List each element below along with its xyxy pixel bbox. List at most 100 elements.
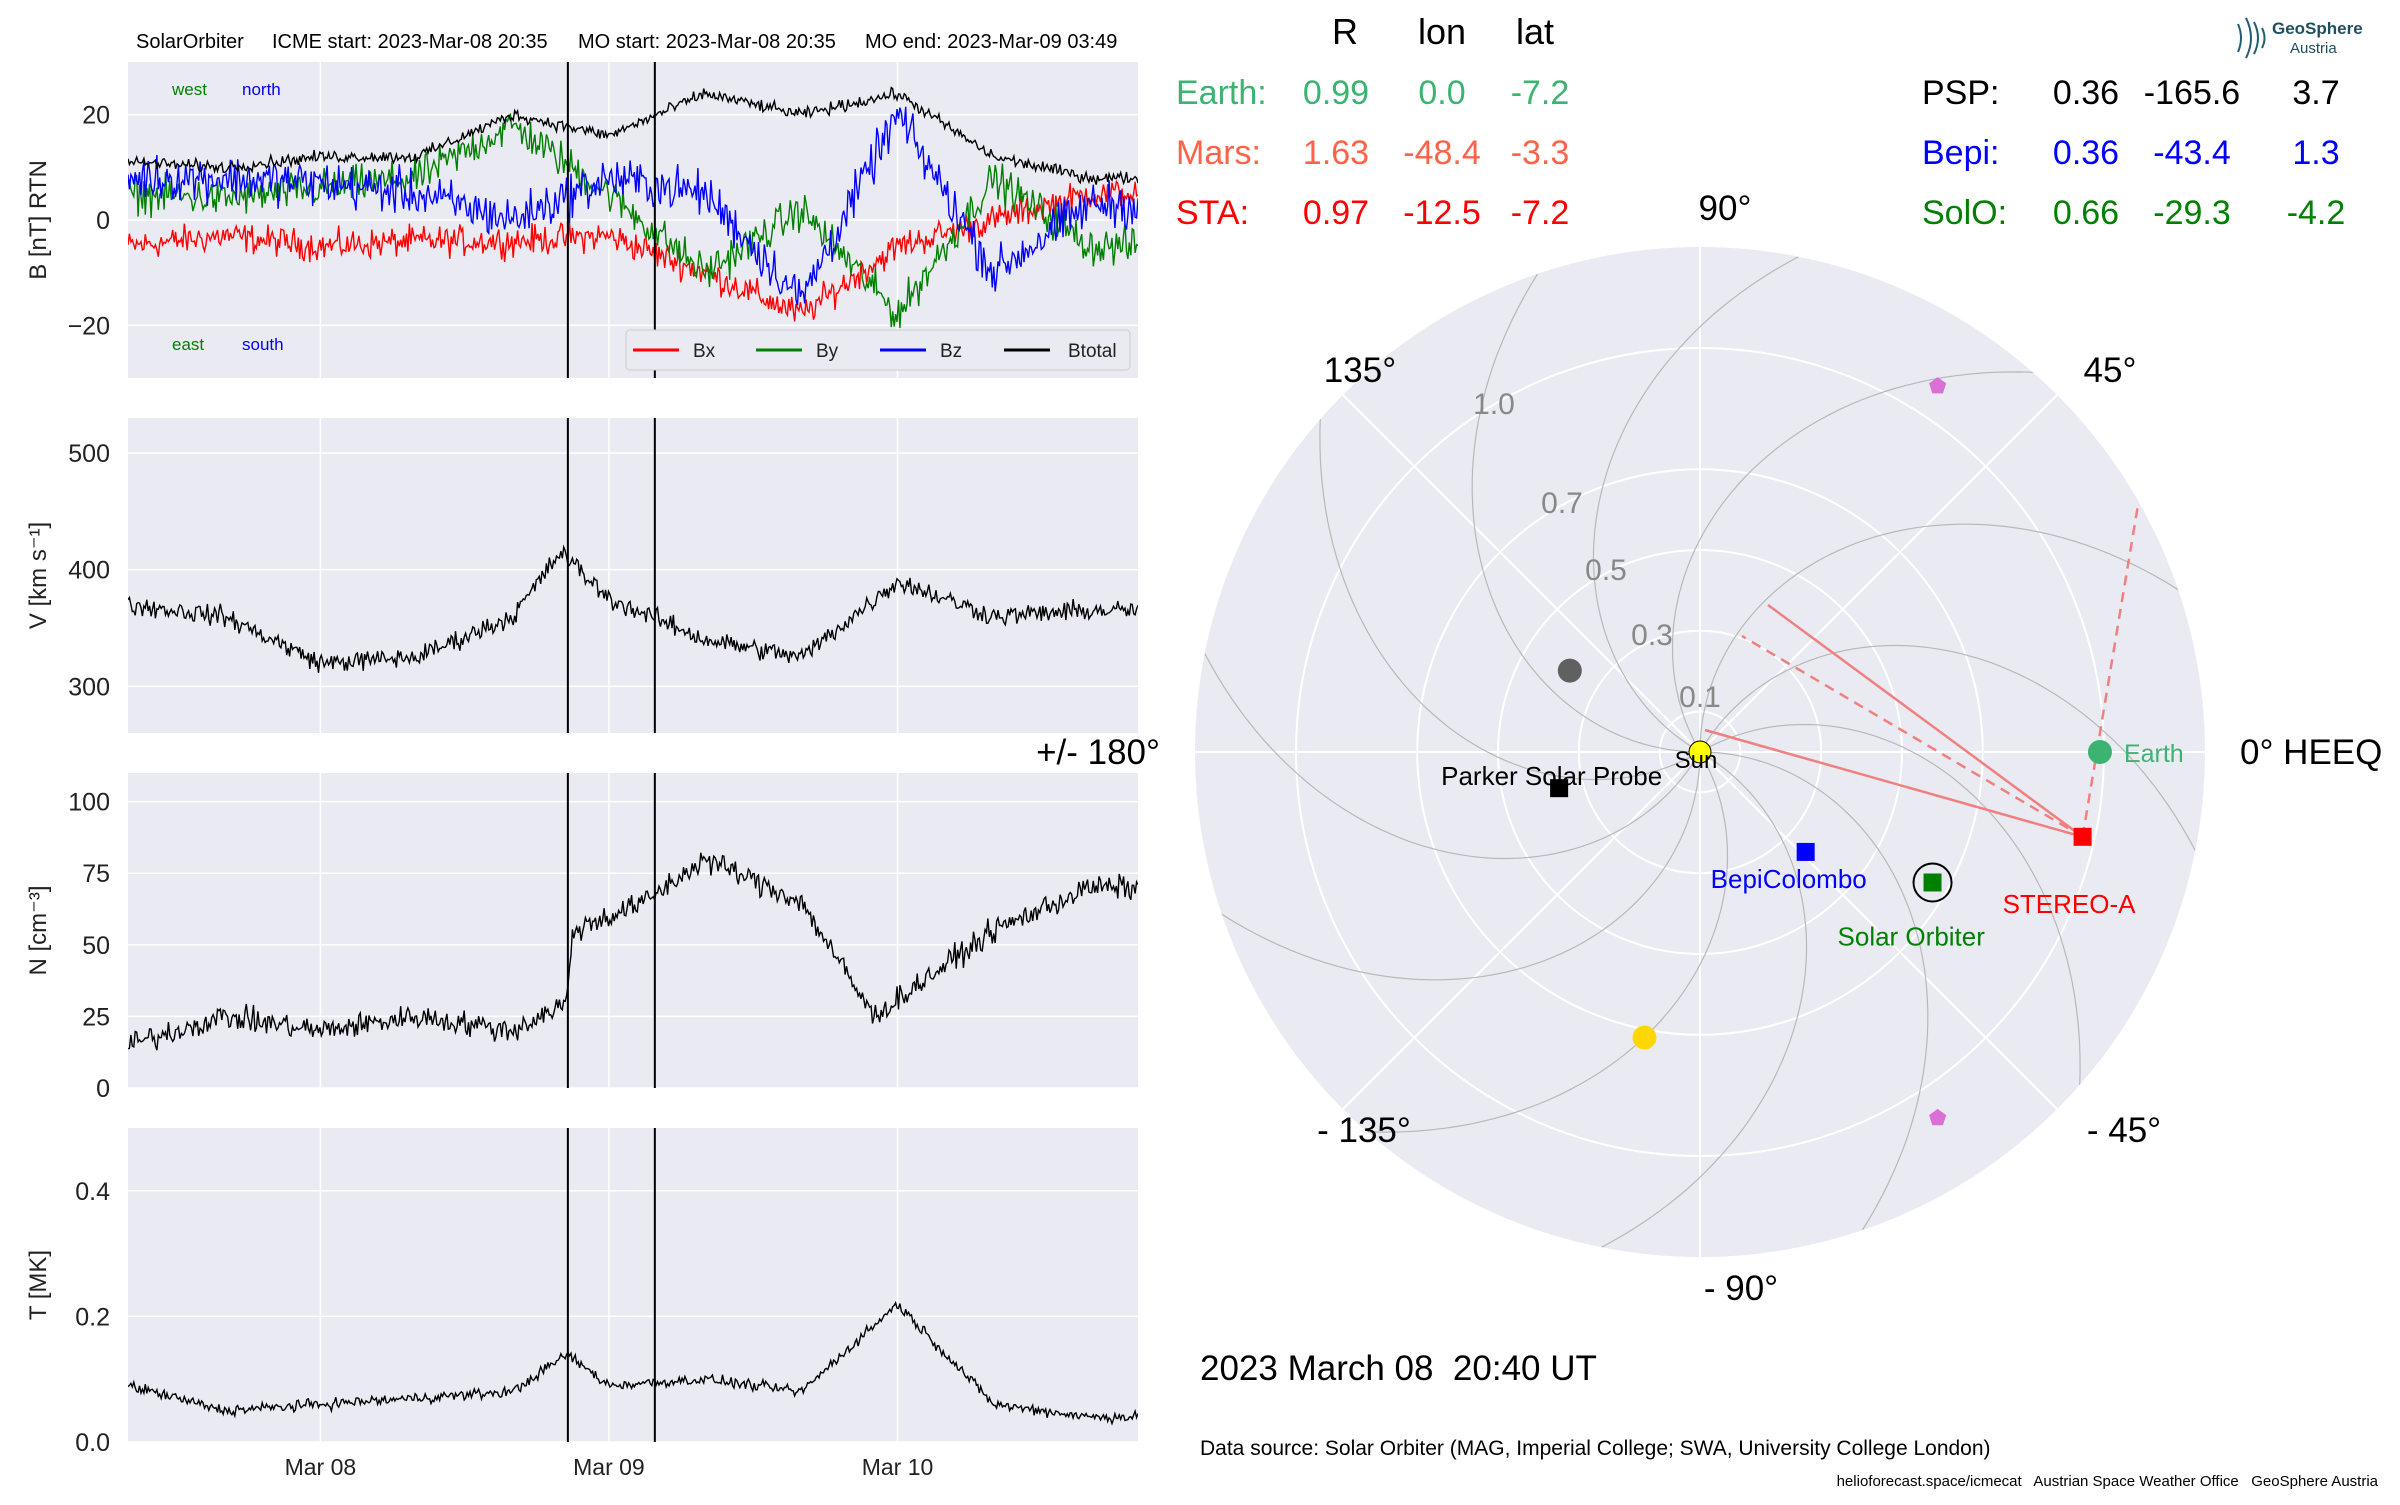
plot-datetime: 2023 March 08 20:40 UT xyxy=(1200,1349,1597,1388)
geosphere-logo: GeoSphere Austria xyxy=(2237,17,2363,59)
series-group xyxy=(128,852,1138,1051)
r-tick-label: 0.7 xyxy=(1541,487,1583,520)
sta-line xyxy=(1767,603,2084,838)
panel-background xyxy=(128,773,1138,1088)
body-label: STEREO-A xyxy=(2003,889,2137,919)
spiral-line xyxy=(1671,371,2034,753)
spiral-line xyxy=(1699,523,2179,753)
r-tick-label: 1.0 xyxy=(1473,388,1515,421)
legend-label: Bx xyxy=(693,341,716,362)
theta-tick-label: 45° xyxy=(2084,351,2137,390)
spiral-line xyxy=(1471,273,1701,753)
series-group xyxy=(128,86,1138,329)
y-tick-label: 75 xyxy=(82,860,110,888)
y-axis-label: N [cm⁻³] xyxy=(25,886,52,976)
table-cell-r: 0.36 xyxy=(2053,74,2119,112)
y-axis-label: B [nT] RTN xyxy=(25,160,52,280)
body-label: BepiColombo xyxy=(1711,864,1867,894)
annotation-north: north xyxy=(242,80,281,99)
x-tick-label: Mar 10 xyxy=(862,1454,934,1480)
body-label: Sun xyxy=(1675,747,1718,774)
series-line-value xyxy=(128,544,1138,673)
spiral-line xyxy=(1221,751,1701,981)
y-tick-label: 50 xyxy=(82,932,110,960)
panel-1: 20 0 −20 B [nT] RTN west north east south Bx By Bz… xyxy=(25,62,1138,378)
table-col-header: R xyxy=(1332,11,1358,52)
table-cell-r: 0.36 xyxy=(2053,134,2119,172)
theta-tick-label: - 135° xyxy=(1317,1111,1411,1150)
header-icme-start: ICME start: 2023-Mar-08 20:35 xyxy=(272,31,548,53)
spiral-line xyxy=(1699,644,2196,851)
table-cell-lat: 3.7 xyxy=(2292,74,2339,112)
spiral-line xyxy=(1204,653,1701,860)
body-solar-orbiter: Solar Orbiter xyxy=(1838,862,1986,951)
series-line-by xyxy=(128,112,1138,329)
y-tick-label: 0 xyxy=(96,207,110,235)
body-earth: Earth xyxy=(2087,740,2184,768)
theta-tick-label: 135° xyxy=(1324,351,1396,390)
logo-swirl-icon xyxy=(2237,17,2266,59)
polar-plot: 0.10.30.5 0.7 1.0 0° HEEQ 45° 90° 135° +/- 180°… xyxy=(1036,189,2382,1308)
r-tick-label: 0.5 xyxy=(1585,554,1627,587)
theta-tick-label: - 90° xyxy=(1704,1269,1778,1308)
y-tick-label: 400 xyxy=(68,557,110,585)
body-marker xyxy=(2073,827,2092,846)
theta-tick-label: 90° xyxy=(1699,189,1752,228)
y-tick-label: 20 xyxy=(82,102,110,130)
panel-background xyxy=(128,418,1138,733)
y-tick-label: 0 xyxy=(96,1075,110,1103)
spiral-line xyxy=(1699,723,2081,1086)
y-axis-label: V [km s⁻¹] xyxy=(25,522,52,629)
series-line-value xyxy=(128,852,1138,1051)
body-marker xyxy=(1550,779,1569,798)
table-cell-r: 1.63 xyxy=(1303,134,1369,172)
y-tick-label: 100 xyxy=(68,789,110,817)
r-tick-label: 0.3 xyxy=(1631,619,1673,652)
y-tick-label: −20 xyxy=(68,312,110,340)
legend-box xyxy=(625,329,1131,371)
theta-gridline xyxy=(1699,751,2058,1110)
spiral-line xyxy=(1592,256,1799,753)
table-cell-lat: -4.2 xyxy=(2287,194,2346,232)
legend-label: Bz xyxy=(940,341,962,362)
header-spacecraft: SolarOrbiter xyxy=(136,31,244,53)
table-cell-lon: -12.5 xyxy=(1403,194,1481,232)
y-tick-label: 0.2 xyxy=(75,1303,110,1331)
table-cell-r: 0.66 xyxy=(2053,194,2119,232)
y-tick-label: 25 xyxy=(82,1003,110,1031)
legend-label: Btotal xyxy=(1068,341,1117,362)
panel-4: 0.4 0.2 0.0 T [MK] Mar 08 Mar 09 Mar 10 xyxy=(25,1128,1138,1480)
legend: Bx By Bz Btotal xyxy=(625,329,1131,371)
solo-highlight-ring xyxy=(1912,862,1953,903)
sta-line xyxy=(1704,728,2083,839)
theta-gridline xyxy=(1699,394,2058,753)
series-line-bx xyxy=(128,179,1138,322)
r-tick-label: 0.1 xyxy=(1679,681,1721,714)
body-label: Parker Solar Probe xyxy=(1441,761,1662,791)
table-row-name: STA: xyxy=(1176,194,1249,232)
x-tick-label: Mar 08 xyxy=(285,1454,357,1480)
body-marker xyxy=(1557,658,1582,683)
theta-gridline xyxy=(1342,394,1701,753)
body-marker xyxy=(1632,1025,1657,1050)
table-cell-r: 0.99 xyxy=(1303,74,1369,112)
data-source: Data source: Solar Orbiter (MAG, Imperia… xyxy=(1200,1437,1991,1460)
y-tick-label: 0.4 xyxy=(75,1178,110,1206)
body-bepicolombo: BepiColombo xyxy=(1711,842,1867,894)
body-label: Solar Orbiter xyxy=(1838,921,1986,951)
logo-line1: GeoSphere xyxy=(2272,19,2363,38)
body-marker xyxy=(1929,377,1947,394)
body-marker xyxy=(1688,740,1712,764)
table-cell-lon: -165.6 xyxy=(2144,74,2240,112)
table-cell-lon: -43.4 xyxy=(2153,134,2231,172)
table-cell-r: 0.97 xyxy=(1303,194,1369,232)
header-mo-start: MO start: 2023-Mar-08 20:35 xyxy=(578,31,836,53)
panel-background xyxy=(128,1128,1138,1442)
table-col-header: lat xyxy=(1516,11,1554,52)
header-mo-end: MO end: 2023-Mar-09 03:49 xyxy=(865,31,1117,53)
y-tick-label: 0.0 xyxy=(75,1429,110,1457)
annotation-east: east xyxy=(172,335,204,354)
series-line-btotal xyxy=(128,86,1138,186)
theta-gridline xyxy=(1342,751,1701,1110)
